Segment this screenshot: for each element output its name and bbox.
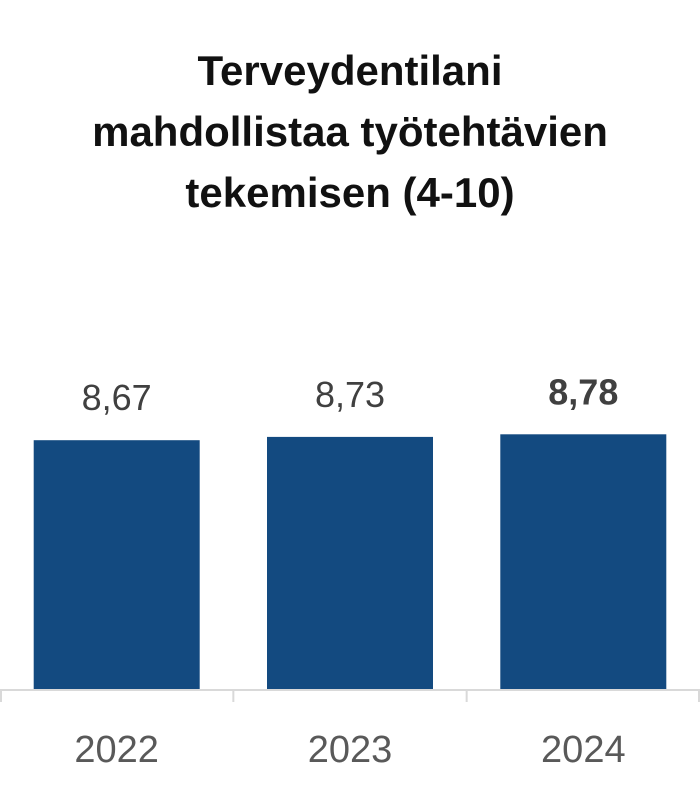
chart-title: Terveydentilani mahdollistaa työtehtävie…: [0, 40, 700, 223]
bar-2023: [267, 436, 433, 690]
chart-title-line-1: Terveydentilani: [197, 47, 503, 94]
bar-2024: [500, 434, 667, 690]
chart-title-line-2: mahdollistaa työtehtävien: [92, 108, 608, 155]
x-tick-label-2022: 2022: [74, 729, 159, 771]
value-label-2023: 8,73: [315, 374, 385, 415]
x-tick-label-2023: 2023: [308, 729, 393, 771]
value-label-2024: 8,78: [548, 371, 618, 412]
x-tick-label-2024: 2024: [541, 729, 626, 771]
bar-2022: [33, 440, 200, 690]
value-label-2022: 8,67: [82, 377, 152, 418]
chart-title-line-3: tekemisen (4-10): [185, 169, 515, 216]
